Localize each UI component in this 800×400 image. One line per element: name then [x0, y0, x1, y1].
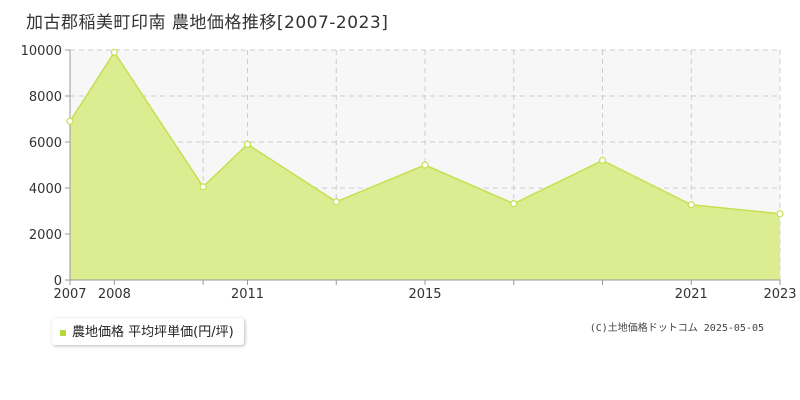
series-line: [69, 50, 781, 215]
y-tick-label: 0: [54, 274, 62, 289]
data-point: [332, 198, 340, 206]
data-point: [598, 156, 607, 164]
data-point: [510, 200, 518, 208]
legend: 農地価格 平均坪単価(円/坪): [52, 318, 244, 345]
x-tick-label: 2007: [53, 287, 86, 302]
x-tick-label: 2021: [675, 287, 708, 302]
chart-title: 加古郡稲美町印南 農地価格推移[2007-2023]: [26, 13, 389, 33]
y-tick-label: 4000: [29, 182, 62, 197]
data-point: [776, 210, 784, 218]
x-tick-label: 2008: [98, 287, 131, 302]
y-tick-label: 2000: [29, 228, 62, 243]
x-tick-label: 2011: [231, 287, 264, 302]
credit-text: (C)土地価格ドットコム 2025-05-05: [589, 323, 764, 334]
data-point: [110, 48, 118, 56]
legend-label: 農地価格 平均坪単価(円/坪): [72, 325, 234, 340]
data-point: [66, 117, 74, 125]
data-point: [421, 161, 429, 169]
x-tick-label: 2023: [763, 287, 796, 302]
data-point: [687, 201, 695, 209]
data-point: [199, 183, 207, 191]
y-tick-label: 10000: [21, 44, 62, 59]
y-tick-label: 6000: [29, 136, 62, 151]
x-tick-label: 2015: [408, 287, 441, 302]
y-tick-label: 8000: [29, 90, 62, 105]
data-point: [243, 140, 252, 148]
legend-marker: [60, 329, 66, 336]
